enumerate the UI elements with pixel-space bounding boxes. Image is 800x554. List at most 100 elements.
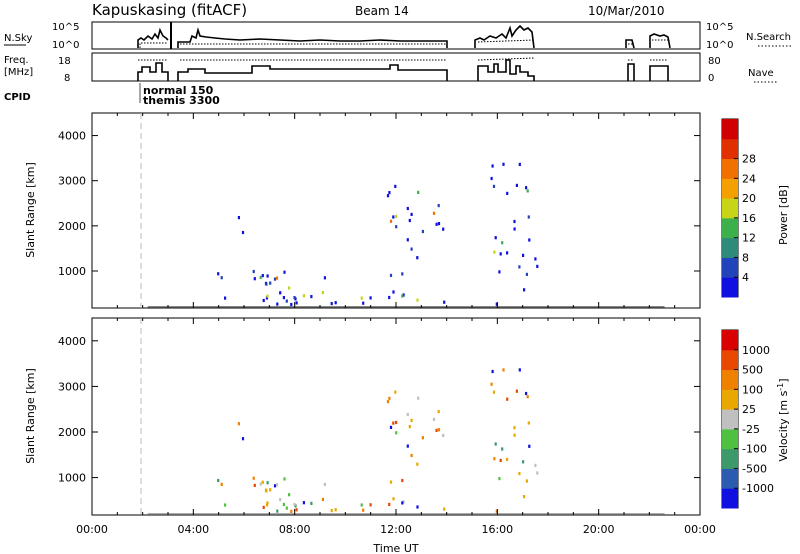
power-data-cell xyxy=(437,204,440,208)
velocity-colorbar-swatch xyxy=(722,349,738,371)
power-data-cell xyxy=(534,257,537,261)
power-data-cell xyxy=(442,227,445,231)
power-data-cell xyxy=(265,296,269,300)
velocity-data-cells xyxy=(147,368,665,515)
power-colorbar-tick-label: 20 xyxy=(742,192,756,205)
power-data-cell xyxy=(290,302,293,307)
velocity-data-cell xyxy=(502,368,505,372)
power-data-cell xyxy=(435,222,438,226)
power-data-cell xyxy=(410,247,413,251)
power-data-cell xyxy=(499,252,502,256)
velocity-data-cell xyxy=(437,410,440,414)
velocity-data-cell xyxy=(389,480,393,484)
cpid-entry-themis: themis 3300 xyxy=(143,94,220,107)
freq-tick-bottom: 8 xyxy=(64,73,70,84)
nsearch-label: N.Search xyxy=(746,32,791,43)
power-data-cell xyxy=(417,190,420,194)
power-ylabel: Slant Range [km] xyxy=(24,162,37,258)
velocity-xlabel: Time UT xyxy=(372,542,418,554)
nave-label: Nave xyxy=(748,68,774,79)
velocity-panel: 1000 2000 3000 4000 00:00 04:00 08:00 12:00 16:… xyxy=(24,317,716,554)
velocity-xtick-label: 16:00 xyxy=(481,523,513,536)
velocity-data-cell xyxy=(395,420,398,425)
velocity-data-cell xyxy=(495,509,498,513)
power-data-cell xyxy=(401,272,404,276)
nave-trace xyxy=(138,57,668,61)
velocity-data-cell xyxy=(525,479,528,483)
power-colorbar-swatch xyxy=(722,178,738,199)
velocity-data-cell xyxy=(386,400,390,404)
velocity-data-cell xyxy=(389,425,393,429)
velocity-x-ticks: 00:00 04:00 08:00 12:00 16:00 20:00 00:00 xyxy=(76,318,716,536)
velocity-data-cell xyxy=(290,509,293,513)
velocity-data-cell xyxy=(262,505,265,509)
velocity-data-cell xyxy=(506,457,509,461)
velocity-data-cell xyxy=(323,482,326,487)
power-data-cell xyxy=(421,229,424,234)
nsky-tick-bottom: 10^0 xyxy=(52,40,79,51)
power-data-cell xyxy=(515,183,518,187)
velocity-xtick-label: 04:00 xyxy=(177,523,209,536)
velocity-data-cell xyxy=(490,382,493,386)
power-data-cell xyxy=(302,294,305,298)
power-data-cell xyxy=(406,238,409,242)
velocity-data-cell xyxy=(522,460,525,464)
velocity-data-cell xyxy=(224,503,227,507)
velocity-colorbar-swatch xyxy=(722,428,738,450)
velocity-data-cell xyxy=(394,390,397,394)
power-data-cell xyxy=(293,296,296,300)
power-data-cell xyxy=(402,293,405,297)
power-data-cell xyxy=(523,288,526,292)
power-data-cell xyxy=(279,291,282,295)
power-data-cell xyxy=(389,273,393,277)
power-data-cell xyxy=(392,290,395,294)
velocity-data-cell xyxy=(494,442,497,446)
power-data-cell xyxy=(490,176,493,181)
velocity-xtick-label: 20:00 xyxy=(583,523,615,536)
nsearch-trace xyxy=(139,39,668,48)
nsky-panel: N.Sky 10^5 10^0 10^5 10^0 N.Search xyxy=(4,21,792,51)
power-data-cell xyxy=(252,269,255,274)
power-data-cell xyxy=(432,211,436,215)
velocity-data-cell xyxy=(295,508,298,512)
power-data-cell xyxy=(262,298,265,303)
velocity-data-cell xyxy=(369,503,372,507)
velocity-data-cell xyxy=(259,482,262,486)
velocity-data-cell xyxy=(330,509,333,513)
freq-panel: Freq. [MHz] 18 8 80 0 Nave xyxy=(4,52,778,84)
power-colorbar-swatch xyxy=(722,217,738,239)
velocity-data-cell xyxy=(388,396,391,400)
velocity-colorbar-title: Velocity xyxy=(777,418,790,462)
power-data-cell xyxy=(266,294,269,298)
velocity-data-cell xyxy=(266,481,269,485)
velocity-colorbar-swatches xyxy=(722,330,738,509)
velocity-colorbar-swatch xyxy=(722,488,738,509)
power-data-cell xyxy=(492,184,496,188)
power-data-cells xyxy=(147,162,665,308)
velocity-data-cell xyxy=(432,417,436,421)
freq-label-1: Freq. xyxy=(4,55,29,66)
power-data-cell xyxy=(241,230,245,235)
velocity-data-cell xyxy=(491,369,494,374)
power-data-cell xyxy=(285,299,288,303)
power-data-cell xyxy=(494,236,497,240)
velocity-data-cell xyxy=(515,389,518,393)
velocity-data-cell xyxy=(493,457,496,461)
velocity-plot-frame xyxy=(91,317,701,516)
power-data-cell xyxy=(501,241,504,245)
power-data-cell xyxy=(513,227,516,231)
power-colorbar-tick-label: 8 xyxy=(742,251,749,264)
velocity-data-cell xyxy=(276,509,279,513)
power-data-cell xyxy=(526,189,529,193)
velocity-data-cell xyxy=(498,477,501,481)
cpid-entry-normal: normal 150 xyxy=(143,84,214,97)
velocity-ytick-label: 1000 xyxy=(58,472,86,485)
velocity-data-cell xyxy=(401,501,404,505)
power-data-cell xyxy=(493,250,496,254)
power-colorbar-tick-label: 16 xyxy=(742,212,756,225)
velocity-data-cell xyxy=(293,502,296,507)
velocity-colorbar-swatch xyxy=(722,369,738,390)
velocity-data-cell xyxy=(269,488,272,492)
power-data-cell xyxy=(321,291,324,295)
velocity-data-cell xyxy=(279,498,282,502)
